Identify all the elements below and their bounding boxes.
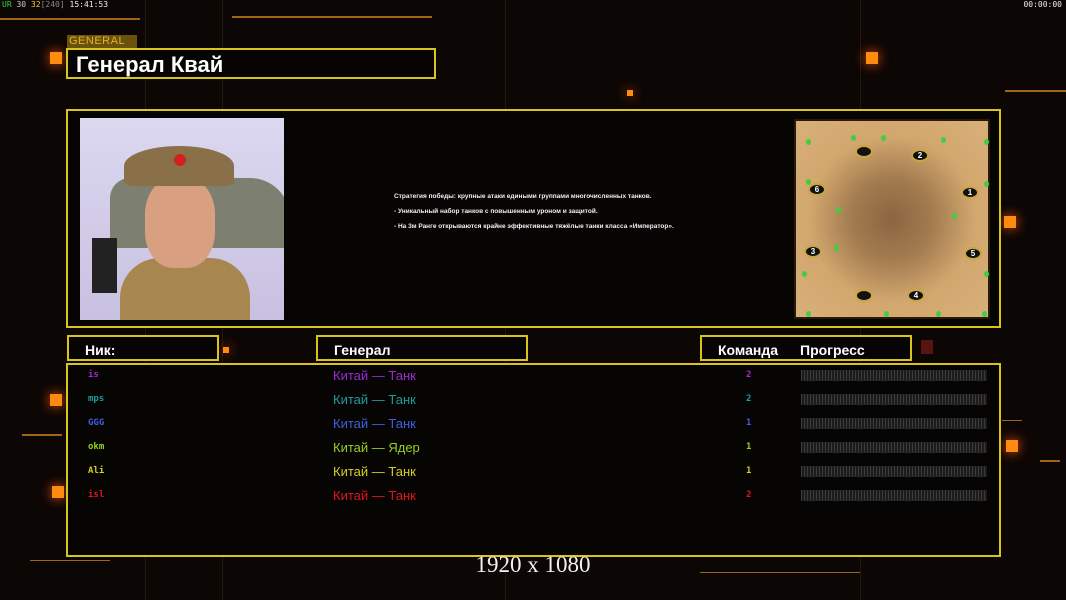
map-tree bbox=[834, 245, 839, 251]
column-header-general: Генерал bbox=[316, 335, 528, 361]
fps-counter: UR 30 32[240] 15:41:53 bbox=[2, 0, 108, 9]
player-row[interactable]: Ali Китай — Танк 1 bbox=[68, 464, 999, 480]
general-title: Генерал Квай bbox=[66, 48, 436, 79]
column-header-progress: Прогресс bbox=[800, 342, 865, 358]
player-progress-bar bbox=[801, 442, 987, 453]
player-progress-bar bbox=[801, 466, 987, 477]
player-progress-bar bbox=[801, 490, 987, 501]
player-nick: is bbox=[88, 370, 99, 380]
player-row[interactable]: GGG Китай — Танк 1 bbox=[68, 416, 999, 432]
bg-square bbox=[921, 340, 933, 354]
bg-line bbox=[1002, 420, 1022, 421]
player-team[interactable]: 1 bbox=[746, 418, 752, 428]
fps-value: 30 bbox=[16, 0, 27, 9]
map-tree bbox=[806, 139, 811, 145]
bg-line bbox=[0, 18, 140, 20]
player-general[interactable]: Китай — Танк bbox=[333, 368, 416, 383]
column-header-nick: Ник: bbox=[67, 335, 219, 361]
player-nick: okm bbox=[88, 442, 105, 452]
map-spawn: 1 bbox=[961, 186, 979, 199]
player-general[interactable]: Китай — Танк bbox=[333, 392, 416, 407]
map-spawn: 6 bbox=[808, 183, 826, 196]
map-tree bbox=[806, 179, 811, 185]
map-tree bbox=[941, 137, 946, 143]
player-row[interactable]: okm Китай — Ядер 1 bbox=[68, 440, 999, 456]
fps-cap: [240] bbox=[40, 0, 65, 9]
cap-image bbox=[124, 146, 234, 186]
player-progress-bar bbox=[801, 370, 987, 381]
map-tree bbox=[884, 311, 889, 317]
bg-line bbox=[22, 434, 62, 436]
player-row[interactable]: is Китай — Танк 2 bbox=[68, 368, 999, 384]
player-team[interactable]: 1 bbox=[746, 466, 752, 476]
map-preview: 2 1 6 3 5 4 bbox=[794, 119, 990, 319]
map-spawn: 4 bbox=[907, 289, 925, 302]
player-general[interactable]: Китай — Танк bbox=[333, 488, 416, 503]
bg-square bbox=[50, 394, 62, 406]
map-spawn-empty bbox=[855, 145, 873, 158]
player-nick: mps bbox=[88, 394, 105, 404]
map-tree bbox=[806, 311, 811, 317]
description-line: Стратегия победы: крупные атаки едиными … bbox=[394, 193, 652, 200]
bg-line bbox=[700, 572, 860, 573]
player-general[interactable]: Китай — Танк bbox=[333, 464, 416, 479]
player-team[interactable]: 2 bbox=[746, 370, 752, 380]
player-team[interactable]: 2 bbox=[746, 490, 752, 500]
general-tag: GENERAL bbox=[67, 35, 137, 48]
map-tree bbox=[881, 135, 886, 141]
uniform-image bbox=[120, 258, 250, 320]
map-tree bbox=[936, 311, 941, 317]
map-spawn: 5 bbox=[964, 247, 982, 260]
resolution-label: 1920 x 1080 bbox=[475, 552, 591, 577]
fps-value-2: 32 bbox=[30, 0, 41, 9]
player-row[interactable]: mps Китай — Танк 2 bbox=[68, 392, 999, 408]
column-header-team-progress: Команда Прогресс bbox=[700, 335, 912, 361]
bg-square bbox=[1006, 440, 1018, 452]
map-tree bbox=[802, 271, 807, 277]
map-tree bbox=[952, 213, 957, 219]
player-progress-bar bbox=[801, 418, 987, 429]
player-nick: GGG bbox=[88, 418, 105, 428]
player-team[interactable]: 1 bbox=[746, 442, 752, 452]
map-tree bbox=[984, 139, 989, 145]
fps-label: UR bbox=[2, 0, 12, 9]
bg-square bbox=[627, 90, 633, 96]
bg-square bbox=[50, 52, 62, 64]
bg-line bbox=[1040, 460, 1060, 462]
map-tree bbox=[836, 207, 841, 213]
map-spawn: 3 bbox=[804, 245, 822, 258]
bg-line bbox=[30, 560, 110, 561]
face-image bbox=[145, 178, 215, 268]
description-line: - Уникальный набор танков с повышенным у… bbox=[394, 208, 598, 215]
player-row[interactable]: isl Китай — Танк 2 bbox=[68, 488, 999, 504]
cap-badge-image bbox=[174, 154, 186, 166]
player-nick: isl bbox=[88, 490, 105, 500]
map-spawn: 2 bbox=[911, 149, 929, 162]
player-general[interactable]: Китай — Ядер bbox=[333, 440, 420, 455]
system-time: 15:41:53 bbox=[69, 0, 109, 9]
column-header-team: Команда bbox=[718, 342, 778, 358]
game-timer: 00:00:00 bbox=[1023, 0, 1062, 9]
bg-square bbox=[1004, 216, 1016, 228]
bg-square bbox=[866, 52, 878, 64]
bg-square bbox=[223, 347, 229, 353]
bg-square bbox=[52, 486, 64, 498]
map-spawn-empty bbox=[855, 289, 873, 302]
player-team[interactable]: 2 bbox=[746, 394, 752, 404]
map-tree bbox=[984, 271, 989, 277]
player-nick: Ali bbox=[88, 466, 105, 476]
map-tree bbox=[851, 135, 856, 141]
map-tree bbox=[984, 181, 989, 187]
general-portrait bbox=[80, 118, 284, 320]
bg-line bbox=[232, 16, 432, 18]
description-line: - На 3м Ранге открываются крайне эффекти… bbox=[394, 223, 674, 230]
player-general[interactable]: Китай — Танк bbox=[333, 416, 416, 431]
player-list: is Китай — Танк 2 mps Китай — Танк 2 GGG… bbox=[66, 363, 1001, 557]
player-progress-bar bbox=[801, 394, 987, 405]
bg-line bbox=[1005, 90, 1066, 92]
general-description: Стратегия победы: крупные атаки едиными … bbox=[394, 193, 704, 238]
map-tree bbox=[982, 311, 987, 317]
pistol-image bbox=[92, 238, 117, 293]
